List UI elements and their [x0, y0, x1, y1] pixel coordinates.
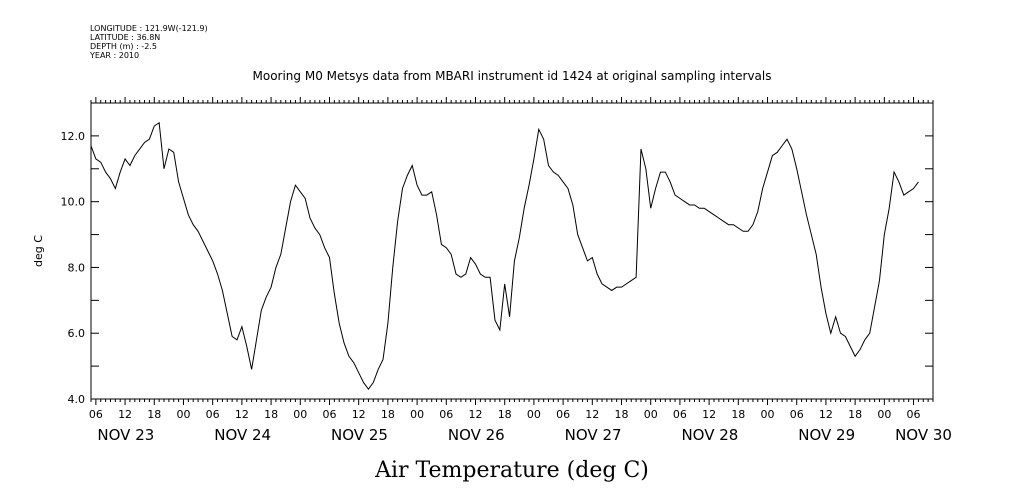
hour-tick-label: 06	[439, 408, 453, 421]
hour-tick-label: 12	[702, 408, 716, 421]
day-tick-label: NOV 30	[895, 426, 952, 444]
chart-title: Mooring M0 Metsys data from MBARI instru…	[253, 69, 772, 83]
y-axis-label: deg C	[32, 235, 45, 267]
hour-tick-label: 18	[615, 408, 629, 421]
hour-tick-label: 12	[352, 408, 366, 421]
hour-tick-label: 00	[176, 408, 190, 421]
hour-tick-label: 18	[498, 408, 512, 421]
plot-frame	[90, 102, 934, 400]
metadata-block: LONGITUDE : 121.9W(-121.9) LATITUDE : 36…	[89, 24, 208, 60]
hour-tick-label: 06	[322, 408, 336, 421]
metadata-latitude: LATITUDE : 36.8N	[90, 33, 160, 42]
hour-tick-label: 06	[206, 408, 220, 421]
hour-tick-label: 00	[410, 408, 424, 421]
hour-tick-label: 18	[264, 408, 278, 421]
hour-tick-label: 00	[877, 408, 891, 421]
tick-labels: 06 12 18 00 06 12 18 00 06 12 18 00 06 12 18 00 06 12 18 00…	[61, 130, 952, 444]
hour-tick-label: 18	[147, 408, 161, 421]
series-layer	[90, 121, 919, 390]
hour-tick-label: 12	[235, 408, 249, 421]
day-tick-label: NOV 25	[331, 426, 388, 444]
metadata-year: YEAR : 2010	[89, 51, 139, 60]
hour-tick-label: 00	[644, 408, 658, 421]
y-tick-label: 6.0	[68, 327, 86, 340]
hour-tick-label: 12	[819, 408, 833, 421]
hour-tick-label: 12	[585, 408, 599, 421]
metadata-depth: DEPTH (m) : -2.5	[90, 42, 157, 51]
axis-ticks	[90, 97, 934, 405]
hour-tick-label: 00	[293, 408, 307, 421]
day-tick-label: NOV 23	[97, 426, 154, 444]
y-tick-label: 12.0	[61, 130, 86, 143]
hour-tick-label: 06	[790, 408, 804, 421]
day-tick-label: NOV 27	[565, 426, 622, 444]
series-line	[90, 121, 919, 390]
metadata-longitude: LONGITUDE : 121.9W(-121.9)	[90, 24, 208, 33]
hour-tick-label: 06	[556, 408, 570, 421]
y-tick-label: 8.0	[68, 261, 86, 274]
hour-tick-label: 06	[907, 408, 921, 421]
hour-tick-label: 00	[527, 408, 541, 421]
day-tick-label: NOV 24	[214, 426, 271, 444]
hour-tick-label: 06	[673, 408, 687, 421]
day-tick-label: NOV 28	[681, 426, 738, 444]
x-axis-label: Air Temperature (deg C)	[374, 458, 649, 483]
hour-tick-label: 18	[848, 408, 862, 421]
day-tick-label: NOV 26	[448, 426, 505, 444]
y-tick-label: 4.0	[68, 393, 86, 406]
hour-tick-label: 12	[468, 408, 482, 421]
day-tick-label: NOV 29	[798, 426, 855, 444]
hour-tick-label: 12	[118, 408, 132, 421]
y-tick-label: 10.0	[61, 196, 86, 209]
hour-tick-label: 18	[381, 408, 395, 421]
hour-tick-label: 00	[761, 408, 775, 421]
hour-tick-label: 18	[731, 408, 745, 421]
hour-tick-label: 06	[89, 408, 103, 421]
